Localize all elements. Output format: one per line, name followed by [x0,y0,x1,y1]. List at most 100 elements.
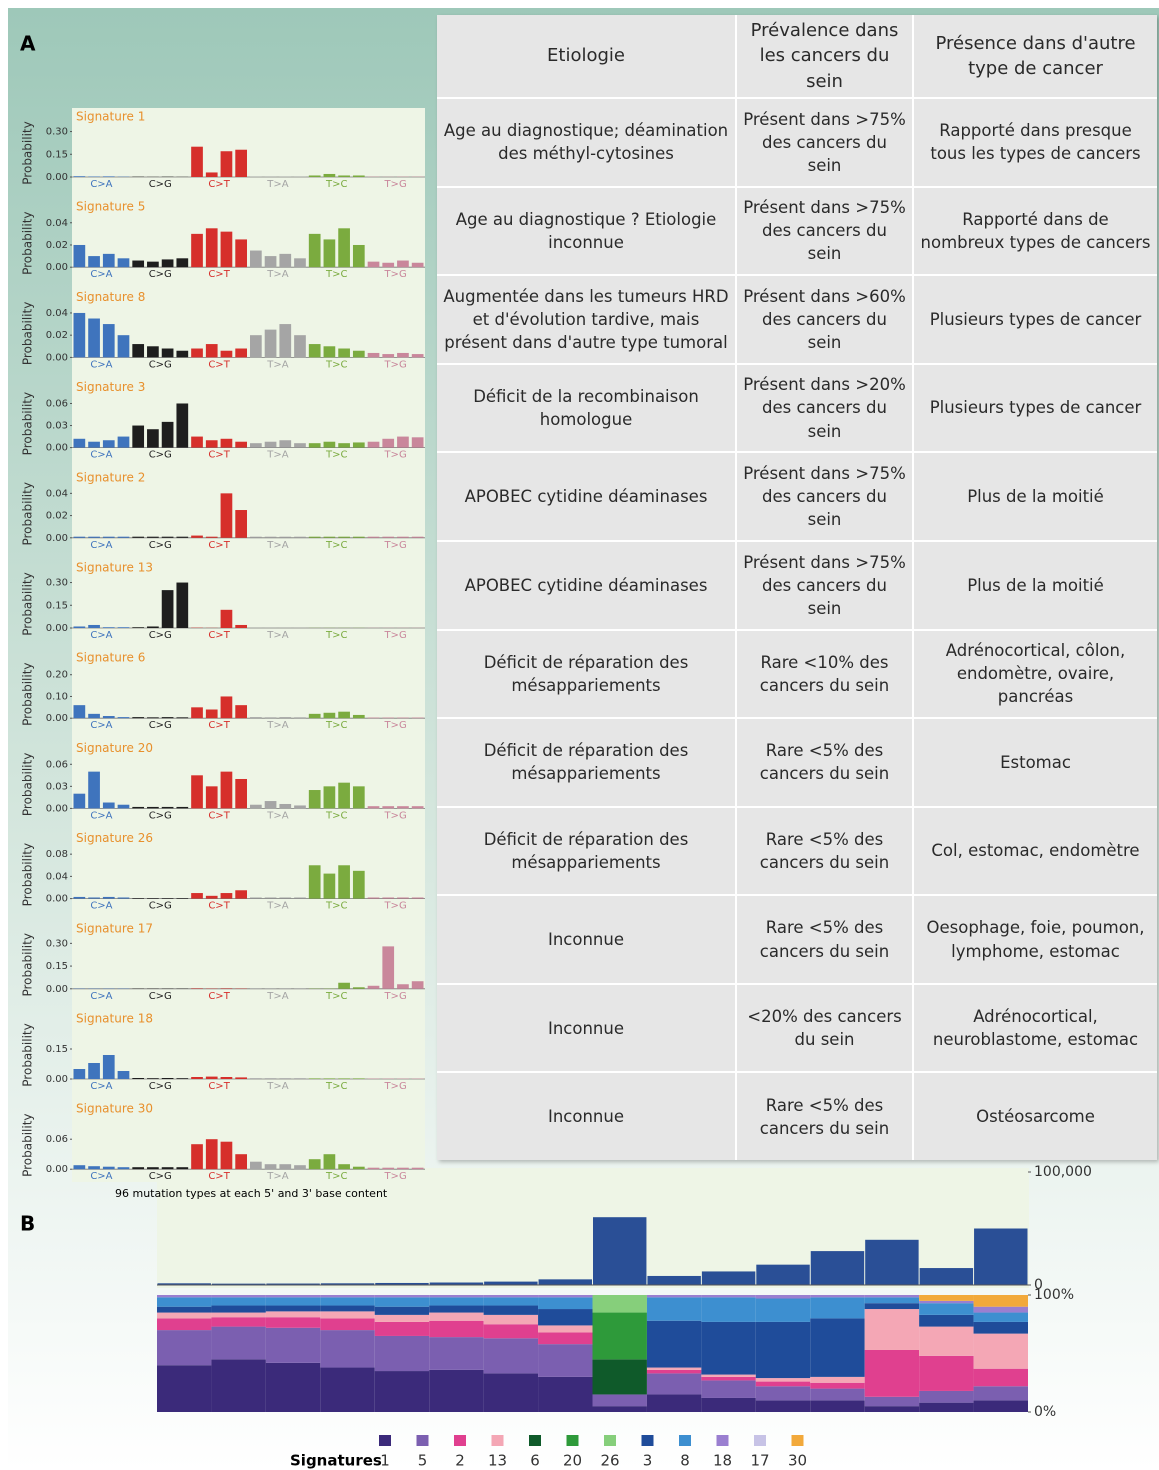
stack-segment [265,1295,321,1298]
bar [147,898,159,899]
y-tick-label: 0.20 [46,670,68,681]
class-label: T>C [325,991,347,1002]
table-cell: Inconnue [437,1073,735,1160]
chart-title: Signature 3 [76,380,145,394]
bar [294,536,306,538]
bar [88,771,100,809]
bar [102,1055,115,1079]
bar [220,1141,233,1170]
bar [176,582,189,628]
bar [147,626,159,628]
legend-label: 5 [418,1452,428,1470]
class-label: T>A [266,810,288,821]
stack-segment [211,1295,266,1298]
bar [308,175,321,177]
legend-label: 3 [643,1452,653,1470]
stack-segment [864,1295,920,1298]
bar [220,893,233,899]
bar [308,865,321,899]
bar [161,717,174,719]
table-cell: Déficit de réparation des mésappariement… [437,719,735,806]
stack-segment [755,1400,811,1412]
stack-segment [592,1394,647,1407]
class-label: C>A [90,901,112,912]
class-label: T>C [325,720,347,731]
y-tick-label: 0.02 [46,240,68,251]
legend-swatch [379,1435,391,1446]
stack-segment [211,1326,266,1360]
bar [220,350,233,358]
class-label: C>T [208,179,230,190]
bar [294,1078,306,1079]
class-label: C>A [90,359,112,370]
stack-segment [701,1297,756,1322]
stack-segment [374,1297,430,1307]
stack-segment [157,1318,212,1331]
bar [147,1078,159,1079]
stack-segment [429,1320,484,1338]
class-label: C>G [149,179,172,190]
bar [294,1165,306,1170]
class-label: C>G [149,991,172,1002]
bar [191,893,203,899]
stack-segment [810,1376,865,1383]
bar [250,897,262,899]
bar [323,786,336,809]
bar [382,536,395,538]
stack-segment [374,1306,430,1315]
bar [147,261,159,268]
table-cell: Estomac [914,719,1157,806]
class-label: T>G [383,901,406,912]
bar [117,1167,130,1170]
stack-segment [211,1312,266,1318]
stack-segment [755,1321,811,1379]
class-label: T>A [266,901,288,912]
bar [176,403,189,448]
y-axis-label: Probability [21,1023,35,1086]
bar [352,1078,365,1079]
legend-label: 1 [380,1452,390,1470]
stack-segment [320,1297,375,1306]
bar [865,1239,919,1285]
stack-segment [919,1326,974,1356]
stack-segment [755,1298,811,1322]
bar [235,1154,247,1170]
class-label: C>T [208,1081,230,1092]
bar [397,260,409,268]
bar [323,173,336,177]
class-label: T>A [266,179,288,190]
y-tick-label: 0.02 [46,330,68,341]
bar [132,898,145,899]
bar [132,536,145,538]
bar [382,717,395,719]
table-cell: Rare <5% des cancers du sein [737,719,912,806]
y-tick-label: 0.15 [46,961,68,972]
bar [338,865,350,899]
bar [338,228,350,268]
class-label: C>T [208,810,230,821]
bar [367,985,380,989]
bar [73,438,86,448]
bar [235,239,247,268]
bar [191,707,203,719]
bar [235,890,247,899]
bar [220,696,233,719]
table-cell: Age au diagnostique ? Etiologie inconnue [437,187,735,275]
class-label: C>G [149,540,172,551]
bar [279,253,292,268]
bar [352,987,365,989]
stack-segment [646,1373,702,1395]
bar [352,175,365,177]
table-cell: Présent dans >20% des cancers du sein [737,364,912,452]
class-label: C>G [149,1171,172,1182]
stack-segment [919,1402,974,1412]
table-cell: Déficit de la recombinaison homologue [437,364,735,452]
bar [205,228,218,268]
y-tick-label: 0.06 [46,398,68,409]
chart-title: Signature 1 [76,110,145,124]
bar [132,806,145,809]
table-cell: Rapporté dans de nombreux types de cance… [914,187,1157,275]
chart-title: Signature 30 [76,1102,153,1116]
bar [88,318,100,358]
bar [147,346,159,358]
